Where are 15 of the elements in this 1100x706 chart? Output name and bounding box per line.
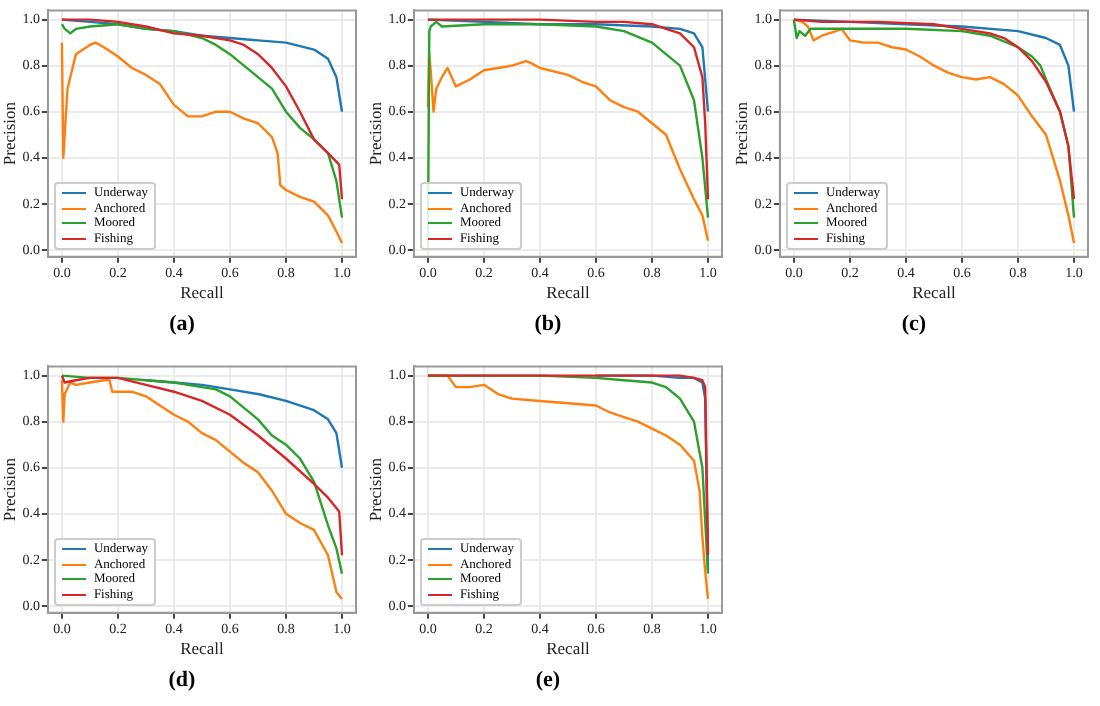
y-axis-title: Precision (730, 100, 751, 166)
text: (b) (532, 312, 564, 336)
text: (e) (533, 668, 563, 692)
text: (d) (166, 668, 198, 692)
y-axis-title: Precision (0, 100, 19, 166)
x-axis-title: Recall (546, 282, 591, 303)
x-axis-title: Recall (180, 282, 225, 303)
text: (a) (167, 312, 197, 336)
text: (c) (899, 312, 929, 336)
x-axis-title: Recall (546, 638, 591, 659)
y-axis-title: Precision (364, 456, 385, 522)
x-axis-title: Recall (180, 638, 225, 659)
x-axis-title: Recall (912, 282, 957, 303)
y-axis-title: Precision (0, 456, 19, 522)
y-axis-title: Precision (364, 100, 385, 166)
